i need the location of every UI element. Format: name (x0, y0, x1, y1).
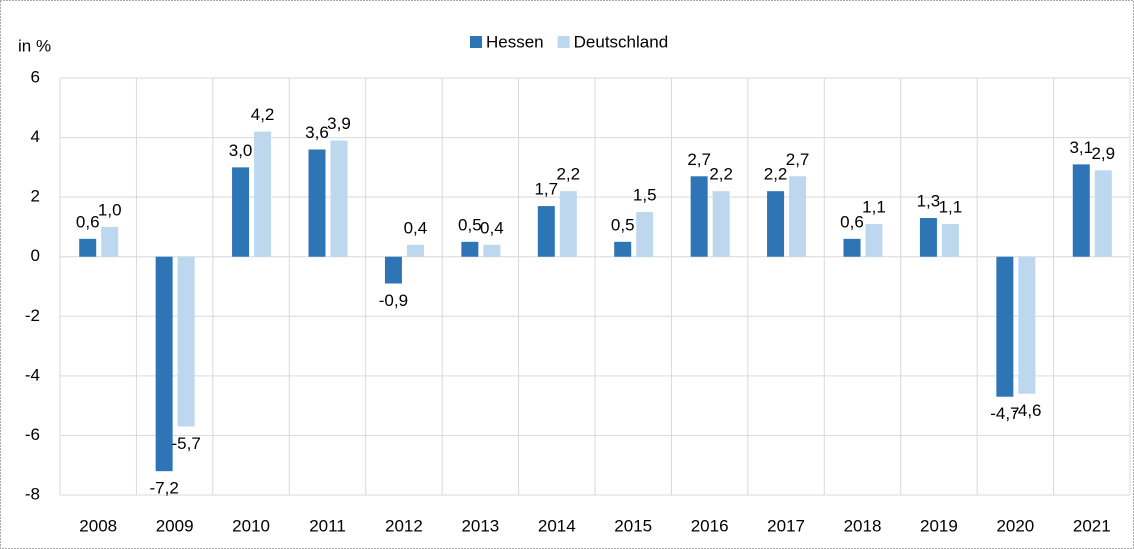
x-tick-label: 2018 (844, 516, 882, 535)
value-label: 1,1 (939, 197, 963, 216)
x-tick-label: 2014 (538, 516, 576, 535)
value-label: 0,4 (404, 218, 428, 237)
bar (614, 241, 632, 257)
bar (1018, 256, 1036, 394)
bar (1094, 170, 1112, 257)
y-tick-label: 6 (31, 67, 40, 86)
legend-label: Deutschland (574, 32, 669, 51)
value-label: -5,7 (171, 434, 200, 453)
legend-swatch (470, 36, 482, 48)
value-label: 2,9 (1091, 144, 1115, 163)
value-label: 2,2 (709, 165, 733, 184)
x-tick-label: 2009 (156, 516, 194, 535)
x-tick-label: 2012 (385, 516, 423, 535)
value-label: -0,9 (379, 291, 408, 310)
bar (559, 191, 577, 257)
x-tick-label: 2017 (767, 516, 805, 535)
x-tick-label: 2010 (232, 516, 270, 535)
value-label: 2,2 (764, 165, 788, 184)
value-label: 1,5 (633, 186, 657, 205)
value-label: 1,0 (98, 200, 122, 219)
legend-label: Hessen (486, 32, 544, 51)
value-label: 3,6 (305, 123, 329, 142)
value-label: 1,1 (862, 197, 886, 216)
bar (79, 238, 97, 257)
bar (177, 256, 195, 427)
y-tick-label: -2 (25, 306, 40, 325)
bar (406, 244, 424, 257)
bar (384, 256, 402, 284)
bar (232, 167, 250, 257)
value-label: 0,4 (480, 218, 504, 237)
bar (483, 244, 501, 257)
bar (330, 140, 348, 257)
value-label: 3,0 (229, 141, 253, 160)
bar (941, 223, 959, 257)
value-label: 1,3 (917, 191, 941, 210)
x-tick-label: 2016 (691, 516, 729, 535)
bar (636, 212, 654, 257)
legend-swatch (557, 36, 570, 48)
bar (789, 176, 807, 257)
value-label: 2,2 (556, 165, 580, 184)
value-label: -4,6 (1012, 401, 1041, 420)
bar (537, 206, 555, 257)
y-tick-label: -4 (25, 365, 40, 384)
bar (843, 238, 861, 257)
bar (1072, 164, 1090, 257)
bar (712, 191, 730, 257)
y-tick-label: -8 (25, 484, 40, 503)
bar (690, 176, 708, 257)
x-tick-label: 2019 (920, 516, 958, 535)
y-tick-label: 4 (31, 127, 40, 146)
value-label: 0,5 (611, 215, 635, 234)
value-label: 3,1 (1069, 138, 1093, 157)
bar (101, 226, 119, 257)
bar (155, 256, 173, 472)
x-tick-label: 2013 (461, 516, 499, 535)
x-tick-label: 2008 (79, 516, 117, 535)
x-tick-label: 2011 (309, 516, 346, 535)
x-tick-label: 2020 (996, 516, 1034, 535)
y-tick-label: 0 (31, 246, 40, 265)
bar (919, 217, 937, 257)
value-label: -7,2 (149, 479, 178, 498)
bar (996, 256, 1014, 397)
value-label: 1,7 (534, 180, 558, 199)
value-label: -4,7 (990, 404, 1019, 423)
x-tick-label: 2021 (1073, 516, 1111, 535)
bar (461, 241, 479, 257)
bar (308, 149, 326, 257)
value-label: 2,7 (786, 150, 810, 169)
value-label: 4,2 (251, 105, 275, 124)
bar (865, 223, 883, 257)
bar (767, 191, 785, 257)
y-tick-label: -6 (25, 425, 40, 444)
value-label: 0,6 (76, 212, 100, 231)
value-label: 0,5 (458, 215, 482, 234)
value-label: 0,6 (840, 212, 864, 231)
value-label: 2,7 (687, 150, 711, 169)
bar (254, 131, 272, 257)
y-tick-label: 2 (31, 187, 40, 206)
x-tick-label: 2015 (614, 516, 652, 535)
value-label: 3,9 (327, 114, 351, 133)
y-axis-label: in % (18, 36, 51, 55)
